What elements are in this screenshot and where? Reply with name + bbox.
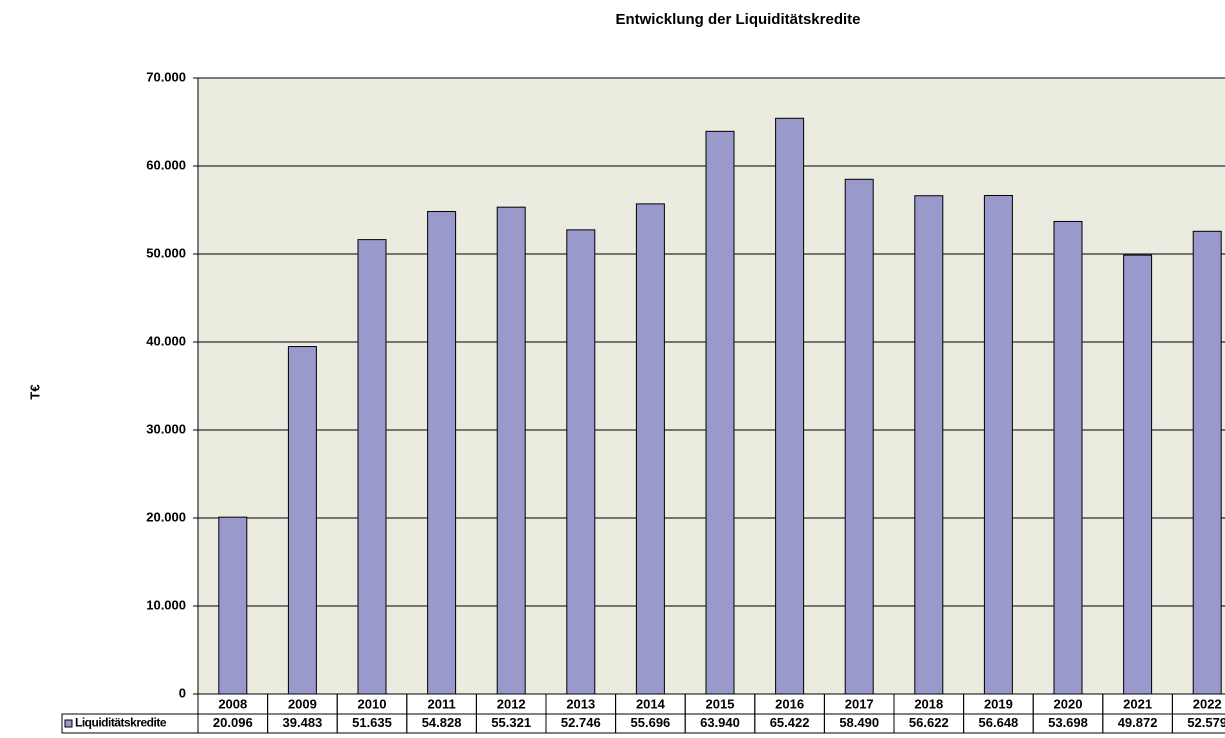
legend-swatch [64,719,73,728]
bar [635,203,665,695]
y-tick-label: 30.000 [146,421,186,436]
bar [287,346,317,695]
x-tick-label: 2011 [427,696,455,711]
bar [1123,254,1153,695]
bar [914,195,944,695]
table-value: 63.940 [700,715,740,730]
x-tick-label: 2017 [845,696,874,711]
x-tick-label: 2016 [775,696,804,711]
table-value: 39.483 [283,715,323,730]
table-value: 52.579 [1187,715,1225,730]
bar [775,117,805,695]
y-tick-label: 60.000 [146,157,186,172]
table-value: 49.872 [1118,715,1158,730]
table-value: 52.746 [561,715,601,730]
x-tick-label: 2012 [497,696,526,711]
bar [844,178,874,695]
y-tick-label: 40.000 [146,333,186,348]
table-value: 51.635 [352,715,392,730]
y-axis-label: T€ [27,384,42,399]
table-value: 54.828 [422,715,462,730]
legend-label: Liquiditätskredite [75,716,167,730]
x-tick-label: 2008 [218,696,247,711]
x-tick-label: 2010 [358,696,387,711]
y-tick-label: 70.000 [146,69,186,84]
table-value: 53.698 [1048,715,1088,730]
table-value: 65.422 [770,715,810,730]
x-tick-label: 2015 [706,696,735,711]
y-tick-label: 0 [179,685,186,700]
chart-title: Entwicklung der Liquiditätskredite [615,11,860,28]
table-value: 56.622 [909,715,949,730]
table-value: 55.321 [491,715,531,730]
bar [983,194,1013,695]
bar [357,239,387,695]
table-value: 56.648 [979,715,1019,730]
x-tick-label: 2009 [288,696,317,711]
bar [496,206,526,695]
bar [705,130,735,695]
x-tick-label: 2019 [984,696,1013,711]
x-tick-label: 2013 [566,696,595,711]
bar [566,229,596,695]
y-tick-label: 20.000 [146,509,186,524]
bar [427,211,457,695]
bar [1192,230,1222,695]
y-tick-label: 50.000 [146,245,186,260]
x-tick-label: 2020 [1054,696,1083,711]
table-value: 58.490 [839,715,879,730]
x-tick-label: 2021 [1123,696,1152,711]
bar [1053,220,1083,695]
x-tick-label: 2018 [914,696,943,711]
table-value: 20.096 [213,715,253,730]
bar [218,516,248,695]
x-tick-label: 2014 [636,696,666,711]
x-tick-label: 2022 [1193,696,1222,711]
table-value: 55.696 [631,715,671,730]
y-tick-label: 10.000 [146,597,186,612]
